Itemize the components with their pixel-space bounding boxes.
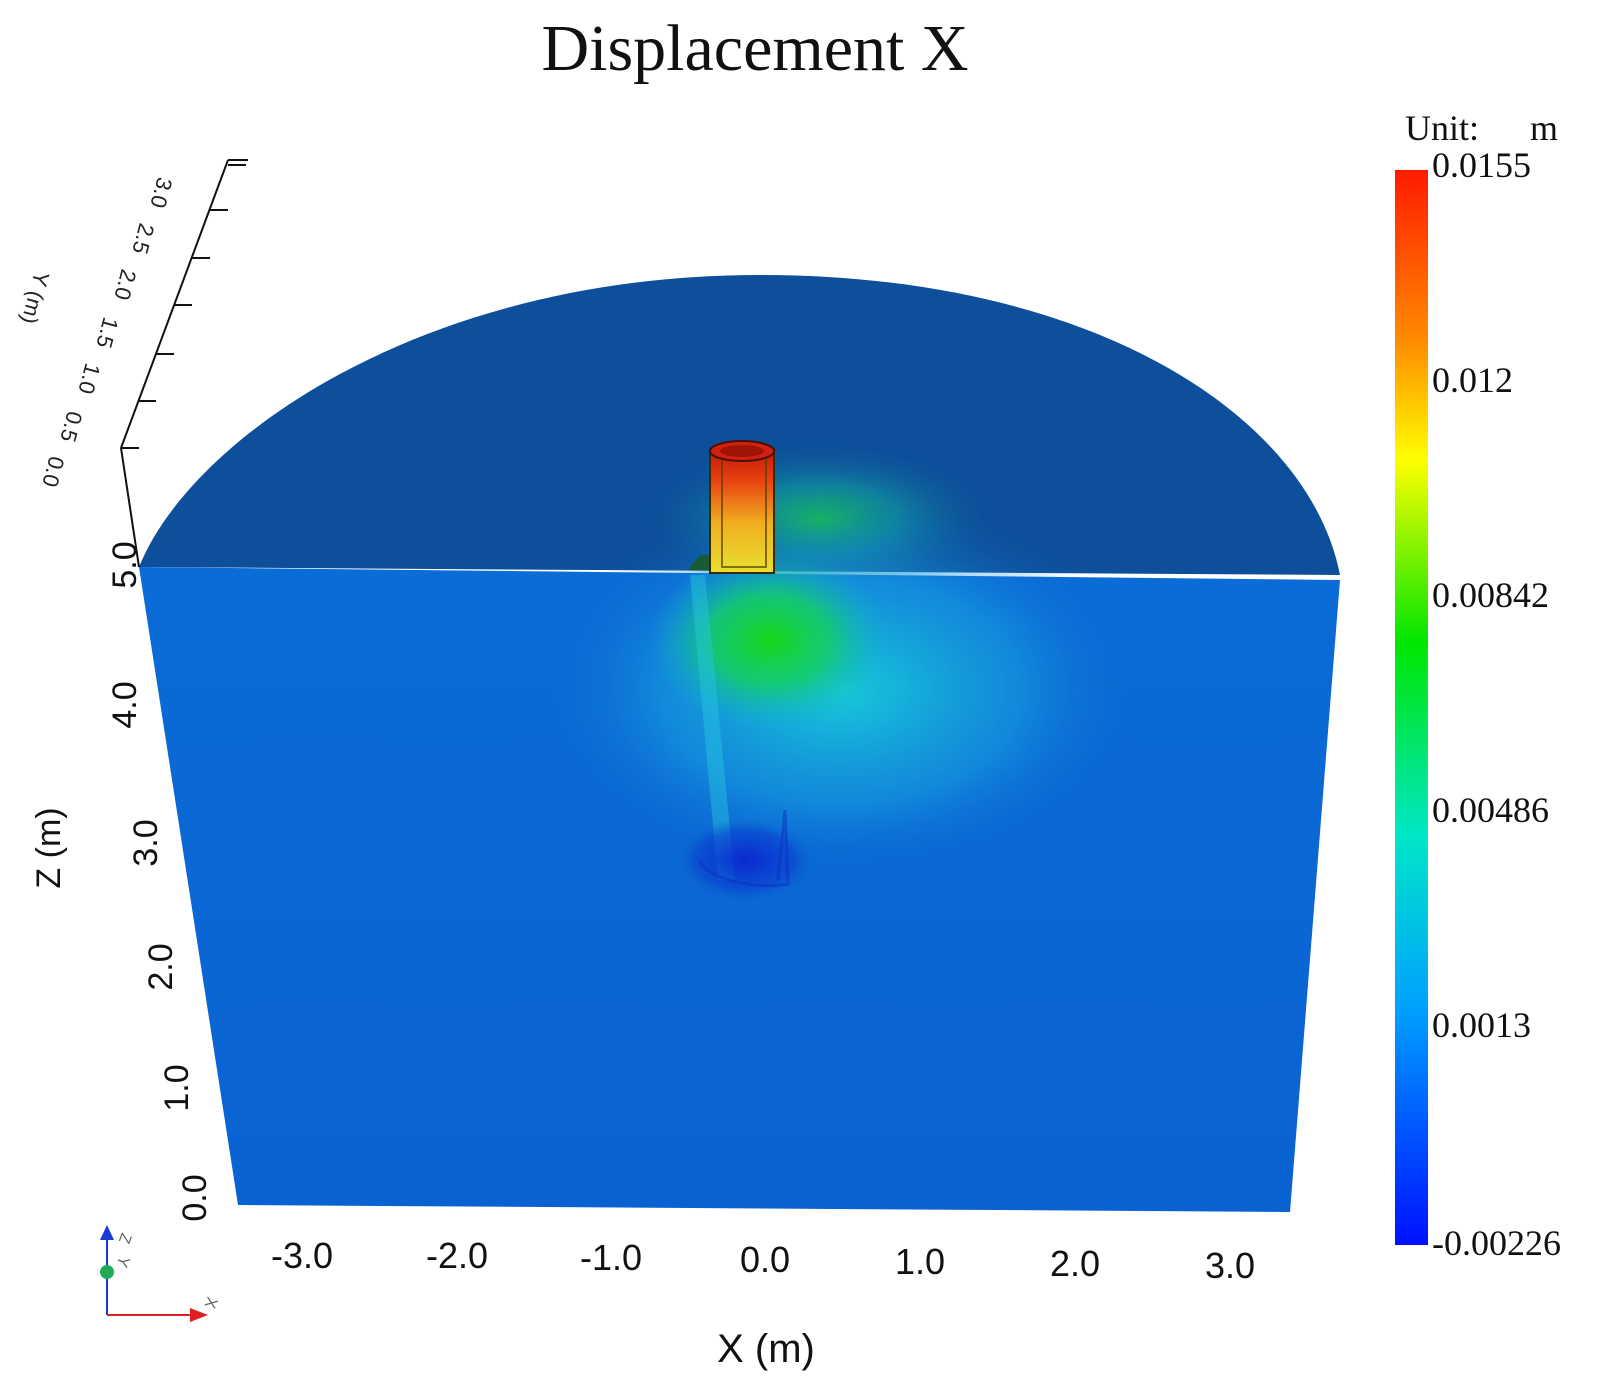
colorbar-tick-label: 0.00486 [1432,790,1549,830]
y-tick-label: 2.0 [109,267,141,303]
z-tick-label: 0.0 [176,1174,214,1221]
orientation-x-label: X [200,1295,220,1311]
y-tick-label: 1.5 [91,315,123,351]
x-axis: -3.0 -2.0 -1.0 0.0 1.0 2.0 3.0 X (m) [271,1235,1255,1371]
colorbar-tick-label: 0.0013 [1432,1005,1531,1045]
x-axis-label: X (m) [717,1327,815,1371]
orientation-z-label: Z [115,1231,134,1246]
slit-shading [690,575,735,880]
y-tick-label: 0.5 [55,409,87,445]
y-axis: 3.0 2.5 2.0 1.5 1.0 0.5 0.0 Y (m) [16,159,248,568]
x-tick-label: -1.0 [580,1237,642,1278]
y-axis-label: Y (m) [16,269,54,327]
colorbar: Unit: m 0.0155 0.012 0.00842 0.00486 0.0… [1395,108,1561,1263]
x-tick-label: 2.0 [1050,1243,1100,1284]
z-tick-label: 5.0 [106,541,144,588]
top-surface [139,275,1340,575]
y-tick-label: 3.0 [145,175,177,211]
pile [688,440,775,574]
buried-pile-outline [698,809,790,888]
colorbar-tick-label: 0.012 [1432,360,1513,400]
orientation-y-label: Y [112,1254,132,1270]
colorbar-tick-label: 0.0155 [1432,145,1531,185]
colorbar-unit-label: Unit: [1405,108,1479,148]
x-tick-label: 1.0 [895,1241,945,1282]
plot-title: Displacement X [541,12,968,85]
z-tick-label: 1.0 [158,1064,196,1111]
green-zone [650,550,890,730]
y-tick-label: 0.0 [37,454,69,490]
z-axis-label: Z (m) [30,807,68,888]
low-displacement-zone [675,818,815,902]
z-tick-label: 4.0 [106,681,144,728]
orientation-widget: Z Y X [100,1225,220,1322]
y-tick-label: 2.5 [127,221,159,257]
z-axis: 5.0 4.0 3.0 2.0 1.0 0.0 Z (m) [30,541,214,1221]
colorbar-unit-value: m [1530,108,1558,148]
x-tick-label: 0.0 [740,1239,790,1280]
z-arrow-icon [100,1225,114,1240]
x-arrow-icon [190,1308,208,1322]
y-tick-label: 1.0 [73,361,105,397]
colorbar-tick-label: -0.00226 [1432,1223,1561,1263]
x-tick-label: 3.0 [1205,1245,1255,1286]
x-tick-label: -2.0 [426,1235,488,1276]
y-axis-dot-icon [100,1265,114,1279]
x-tick-label: -3.0 [271,1235,333,1276]
z-tick-label: 2.0 [142,943,180,990]
colorbar-tick-label: 0.00842 [1432,575,1549,615]
colorbar-gradient [1395,170,1428,1245]
z-tick-label: 3.0 [127,819,165,866]
